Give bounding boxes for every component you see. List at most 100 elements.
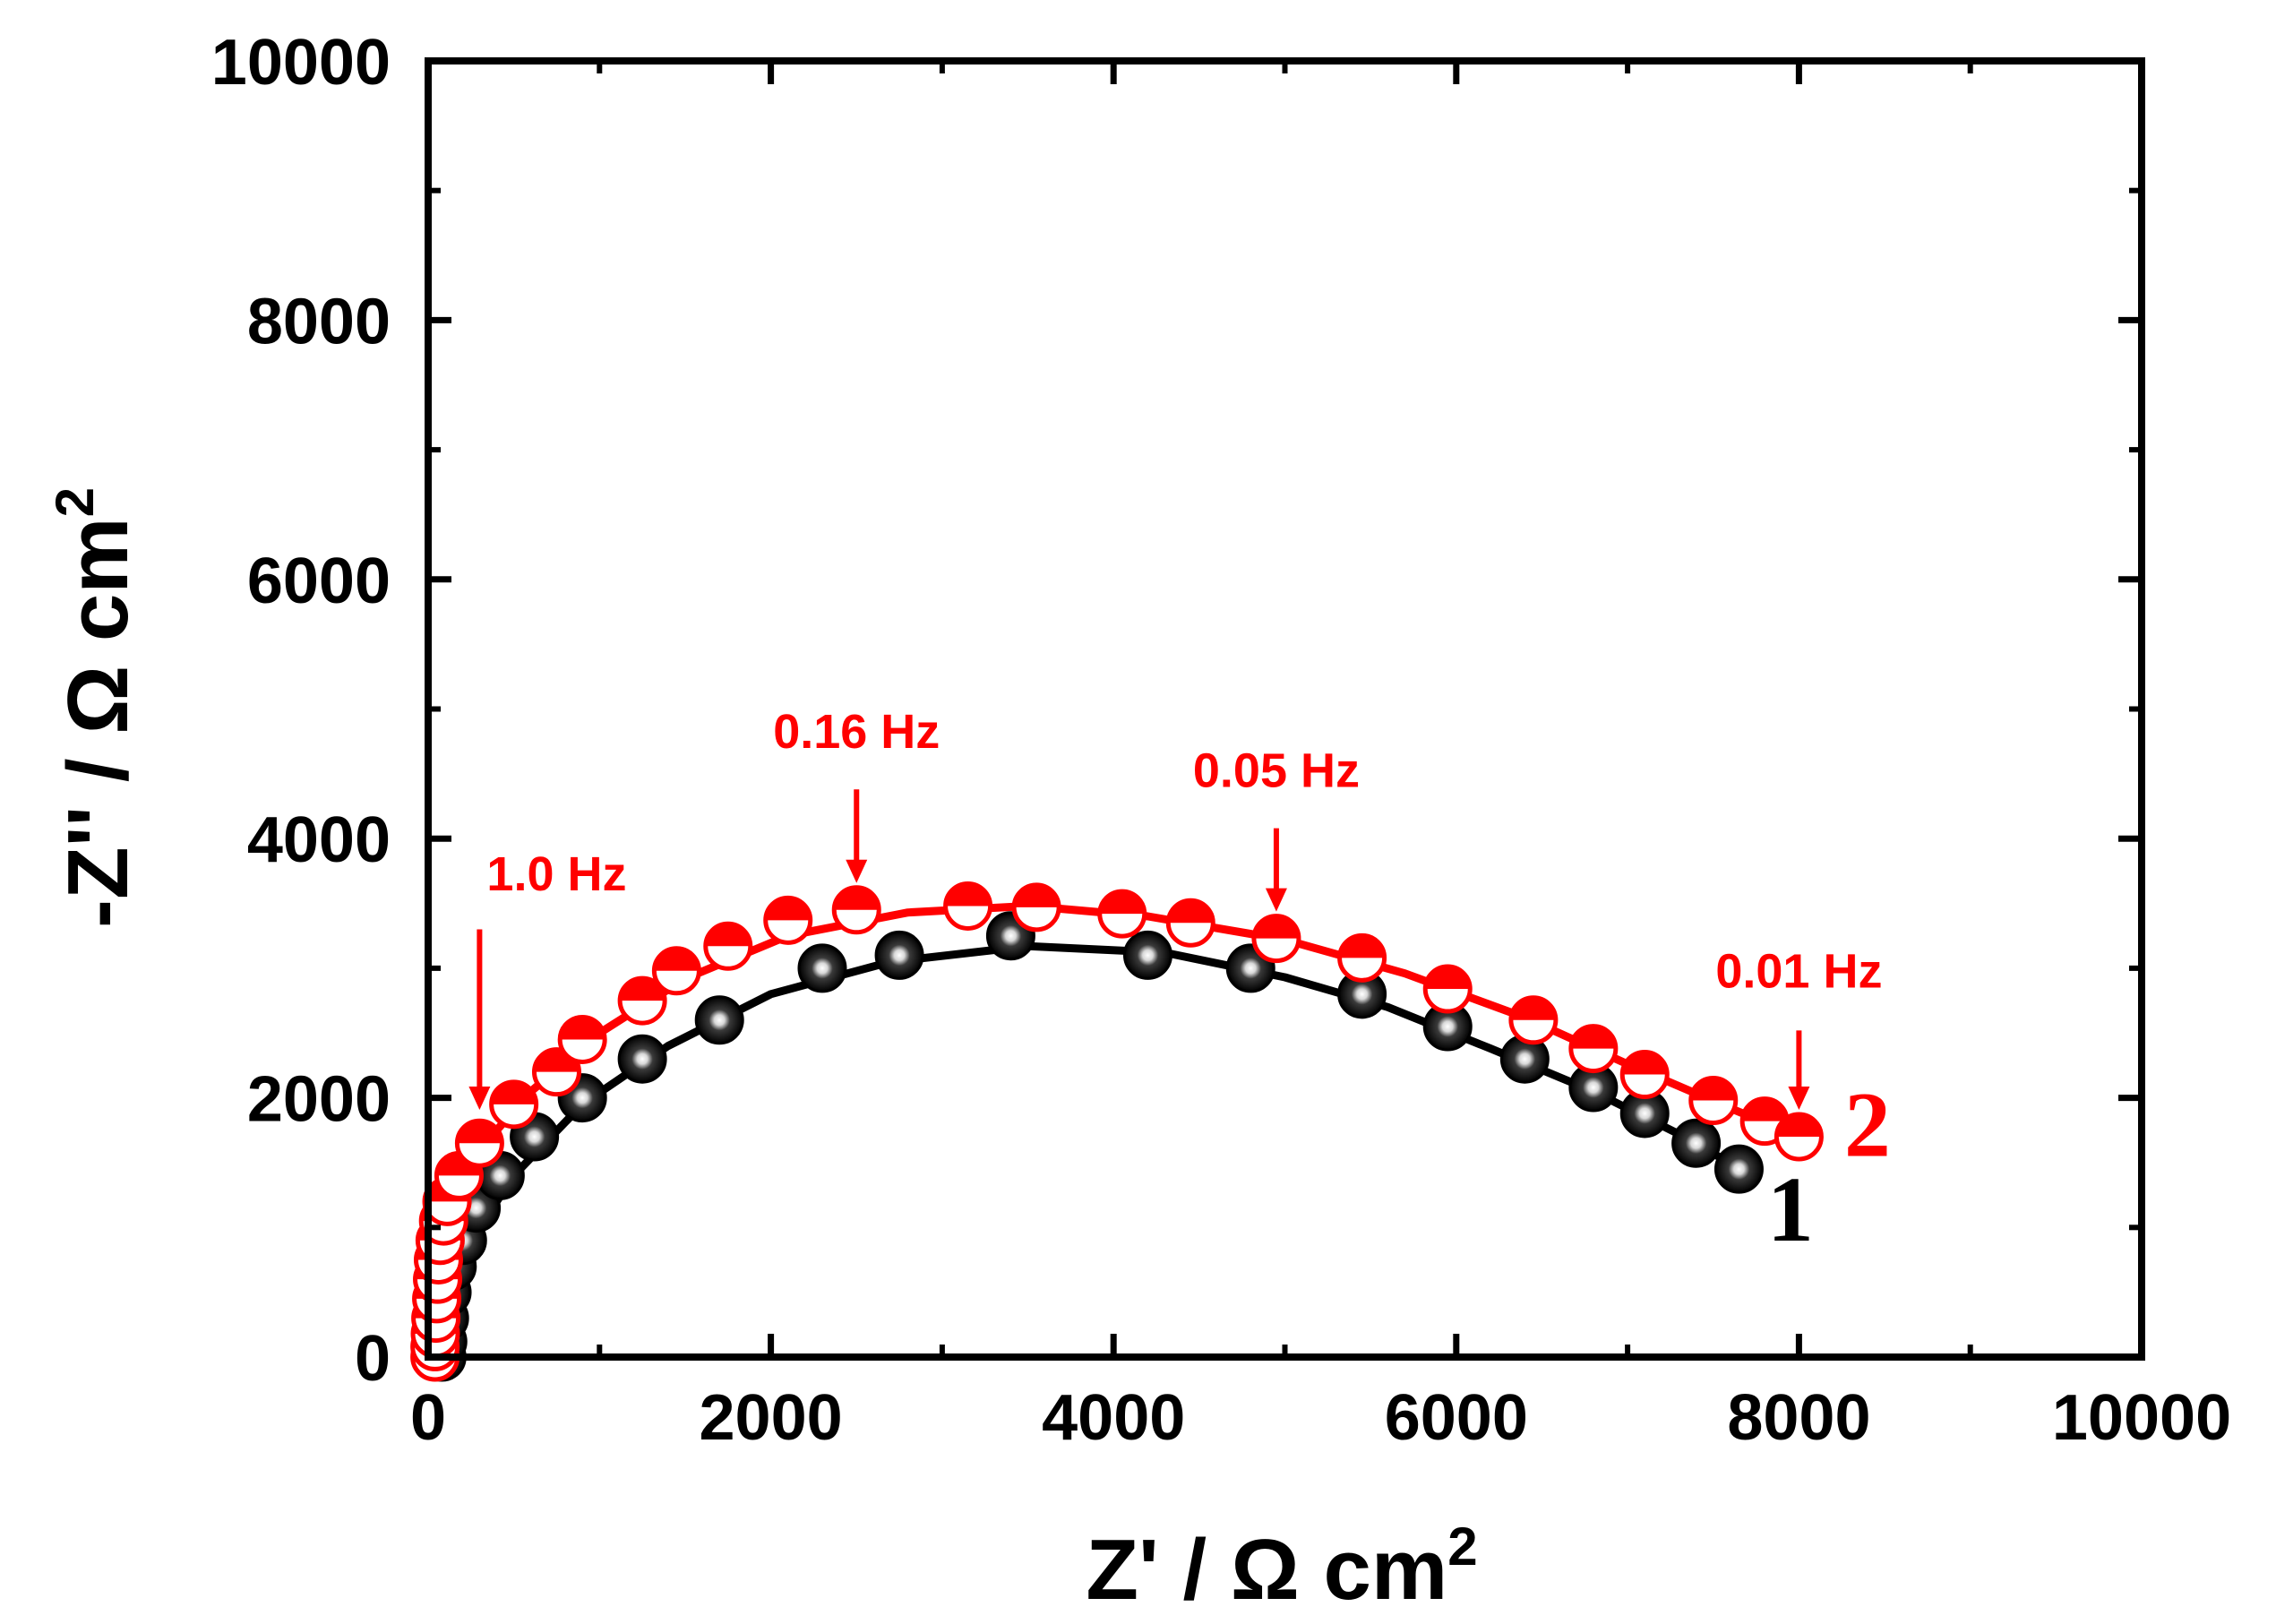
curve-label-2: 2 [1844, 1074, 1891, 1177]
marker-outline [557, 1014, 607, 1064]
marker-outline [1568, 1024, 1619, 1074]
marker-top-half [1510, 997, 1556, 1020]
marker-top-half [1690, 1078, 1736, 1101]
curve-labels: 12 [1767, 1074, 1891, 1261]
data-point-series-2 [1011, 882, 1061, 932]
marker-top-half [654, 948, 700, 971]
marker-top-half [834, 887, 880, 910]
marker-top-half [560, 1017, 606, 1040]
marker-top-half [765, 898, 811, 921]
data-point-series-2 [1422, 964, 1473, 1014]
y-tick-label: 8000 [247, 286, 391, 357]
marker-top-half [1014, 884, 1060, 907]
data-point-series-2 [1165, 898, 1215, 948]
marker-top-half [457, 1121, 502, 1144]
marker-top-half [1339, 935, 1385, 958]
marker-top-half [1168, 900, 1214, 924]
y-axis-title: -Z'' / Ω cm2 [45, 487, 146, 928]
y-tick-label: 4000 [247, 804, 391, 876]
marker-outline [1508, 995, 1559, 1045]
marker-outline [1337, 932, 1387, 983]
marker-top-half [491, 1081, 537, 1104]
marker-outline [1774, 1112, 1824, 1162]
data-point-series-2 [617, 975, 667, 1026]
data-point-series-2 [489, 1079, 539, 1130]
marker-outline [651, 946, 701, 996]
data-point-series-2 [454, 1118, 504, 1168]
marker-outline [703, 921, 753, 971]
x-tick-label: 10000 [2052, 1382, 2231, 1454]
y-tick-label: 0 [355, 1323, 391, 1395]
marker-outline [831, 885, 881, 935]
marker-outline [1011, 882, 1061, 932]
data-point-series-1 [694, 995, 744, 1045]
data-point-series-2 [651, 946, 701, 996]
data-point-series-2 [1337, 932, 1387, 983]
x-tick-label: 2000 [700, 1382, 843, 1454]
marker-outline [1097, 889, 1147, 939]
marker-outline [1688, 1075, 1739, 1125]
frequency-label: 0.01 Hz [1715, 945, 1882, 999]
x-tick-label: 6000 [1385, 1382, 1528, 1454]
data-point-series-2 [1568, 1024, 1619, 1074]
tick-labels: 0 2000 4000 6000 8000 10000 0 2000 4000 6000 8000 1… [211, 27, 2231, 1454]
annotation-arrow-head [1265, 888, 1287, 912]
marker-outline [1619, 1050, 1670, 1100]
data-point-series-2 [1619, 1050, 1670, 1100]
frequency-label: 1.0 Hz [486, 847, 626, 901]
marker-top-half [1742, 1098, 1788, 1121]
x-tick-label: 0 [410, 1382, 446, 1454]
y-tick-label: 2000 [247, 1064, 391, 1136]
annotation-arrow-head [846, 859, 868, 883]
y-tick-label: 6000 [247, 546, 391, 617]
marker-outline [763, 895, 813, 945]
marker-top-half [1570, 1026, 1616, 1049]
frequency-label: 0.16 Hz [773, 705, 940, 759]
data-point-series-1 [1671, 1118, 1722, 1168]
data-point-series-1 [617, 1034, 667, 1084]
y-tick-label: 10000 [211, 27, 391, 99]
curve-label-1: 1 [1767, 1158, 1814, 1261]
marker-top-half [1253, 915, 1299, 939]
marker-outline [489, 1079, 539, 1130]
marker-outline [617, 975, 667, 1026]
marker-outline [1251, 914, 1301, 964]
data-point-series-2 [1774, 1112, 1824, 1162]
data-point-series-2 [1688, 1075, 1739, 1125]
marker-outline [531, 1047, 581, 1097]
marker-outline [943, 881, 993, 931]
data-point-series-2 [943, 881, 993, 931]
data-point-series-1 [874, 930, 924, 980]
series-markers [410, 881, 1824, 1382]
marker-top-half [1776, 1114, 1822, 1138]
data-point-series-2 [831, 885, 881, 935]
data-point-series-2 [557, 1014, 607, 1064]
frequency-label: 0.05 Hz [1193, 743, 1360, 797]
marker-outline [454, 1118, 504, 1168]
data-point-series-2 [1097, 889, 1147, 939]
x-tick-label: 8000 [1727, 1382, 1870, 1454]
frequency-annotations: 1.0 Hz 0.16 Hz 0.05 Hz 0.01 Hz [468, 705, 1882, 1111]
data-point-series-2 [1251, 914, 1301, 964]
fit-lines [433, 901, 1801, 1358]
x-axis-title: Z' / Ω cm2 [1086, 1517, 1477, 1618]
fit-line-series-2 [433, 901, 1801, 1358]
data-point-series-1 [1122, 930, 1172, 980]
axis-ticks [425, 57, 2145, 1361]
marker-top-half [945, 883, 991, 907]
data-point-series-1 [1713, 1144, 1764, 1194]
data-point-series-2 [1508, 995, 1559, 1045]
annotation-arrow-head [1788, 1087, 1810, 1111]
annotation-arrow-head [468, 1087, 491, 1111]
marker-top-half [705, 924, 751, 947]
data-point-series-1 [797, 943, 847, 993]
marker-top-half [620, 978, 666, 1001]
data-point-series-2 [763, 895, 813, 945]
marker-outline [1165, 898, 1215, 948]
marker-top-half [1425, 967, 1471, 990]
marker-outline [1422, 964, 1473, 1014]
x-tick-label: 4000 [1042, 1382, 1185, 1454]
data-point-series-2 [703, 921, 753, 971]
marker-top-half [1099, 891, 1145, 915]
